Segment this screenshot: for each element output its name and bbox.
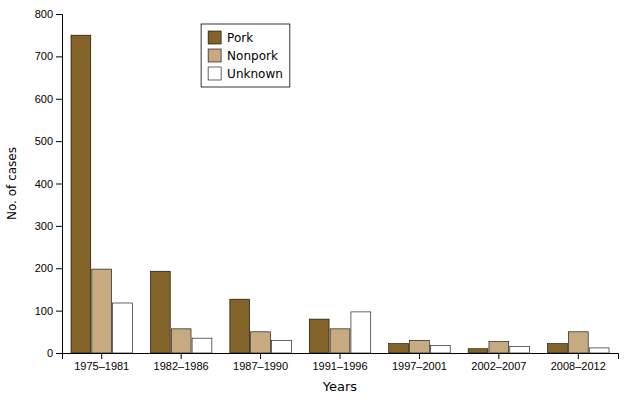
bar — [351, 312, 371, 353]
tick-label: 2002–2007 — [471, 360, 526, 372]
chart: 0 100 200 300 400 500 600 700 800 1975–1981 1982–1… — [0, 0, 634, 401]
bar — [113, 303, 133, 353]
bar — [171, 329, 191, 353]
bar — [230, 299, 250, 353]
bar — [510, 347, 530, 353]
bar-series — [92, 269, 588, 353]
bar-series — [113, 303, 609, 353]
tick-mark — [56, 184, 62, 185]
tick-mark — [56, 14, 62, 15]
bar — [330, 329, 350, 353]
tick: 500 — [35, 135, 62, 147]
plot-area: 0 100 200 300 400 500 600 700 800 1975–1981 1982–1… — [35, 8, 619, 372]
bar — [568, 332, 588, 353]
tick-label: 400 — [35, 178, 53, 190]
tick-label: 1997–2001 — [392, 360, 447, 372]
tick: 700 — [35, 50, 62, 62]
tick-label: 500 — [35, 135, 53, 147]
tick: 1987–1990 — [233, 353, 288, 372]
bar — [92, 269, 112, 353]
tick-label: 1987–1990 — [233, 360, 288, 372]
tick-label: 2008–2012 — [551, 360, 606, 372]
bar — [251, 332, 271, 353]
bars — [71, 35, 609, 353]
tick-mark — [181, 353, 182, 359]
tick: 400 — [35, 178, 62, 190]
legend-item: Unknown — [208, 67, 283, 81]
legend-swatch — [208, 49, 221, 62]
bar — [192, 338, 212, 353]
bar — [71, 35, 91, 353]
legend-item: Pork — [208, 31, 253, 45]
x-axis: 1975–1981 1982–1986 1987–1990 1991–1996 1997… — [63, 353, 619, 372]
y-axis: 0 100 200 300 400 500 600 700 800 — [35, 8, 63, 359]
tick-label: 100 — [35, 305, 53, 317]
tick: 1997–2001 — [392, 353, 447, 372]
tick-mark — [56, 268, 62, 269]
bar — [389, 344, 409, 353]
bar — [272, 340, 292, 353]
bar-series — [71, 35, 567, 353]
legend: Pork Nonpork Unknown — [201, 24, 290, 87]
tick: 300 — [35, 220, 62, 232]
tick: 100 — [35, 305, 62, 317]
bar — [309, 319, 329, 353]
tick-label: 200 — [35, 262, 53, 274]
axis-line — [63, 354, 619, 360]
tick: 2008–2012 — [551, 353, 606, 372]
tick-label: 1982–1986 — [154, 360, 209, 372]
tick-mark — [260, 353, 261, 359]
tick-mark — [56, 353, 62, 354]
tick-mark — [101, 353, 102, 359]
tick-mark — [498, 353, 499, 359]
legend-swatch — [208, 31, 221, 44]
tick-mark — [56, 56, 62, 57]
tick-mark — [56, 99, 62, 100]
axis-line — [56, 15, 63, 354]
tick-mark — [56, 141, 62, 142]
legend-label: Nonpork — [227, 49, 278, 63]
bar — [430, 345, 450, 353]
tick-label: 600 — [35, 93, 53, 105]
legend-label: Pork — [227, 31, 253, 45]
bar — [489, 342, 509, 353]
legend-label: Unknown — [227, 67, 283, 81]
tick: 2002–2007 — [471, 353, 526, 372]
tick-label: 0 — [47, 347, 53, 359]
legend-frame — [201, 24, 290, 87]
legend-item: Nonpork — [208, 49, 278, 63]
tick: 1975–1981 — [74, 353, 129, 372]
tick-label: 700 — [35, 50, 53, 62]
tick-mark — [56, 311, 62, 312]
tick-label: 1991–1996 — [312, 360, 367, 372]
bar — [150, 271, 170, 353]
tick: 0 — [47, 347, 62, 359]
tick-label: 1975–1981 — [74, 360, 129, 372]
tick-label: 300 — [35, 220, 53, 232]
bar — [548, 344, 568, 353]
tick: 1982–1986 — [154, 353, 209, 372]
bar — [410, 340, 430, 353]
bar — [468, 349, 488, 353]
tick-mark — [340, 353, 341, 359]
legend-swatch — [208, 67, 221, 80]
tick: 200 — [35, 262, 62, 274]
tick: 1991–1996 — [312, 353, 367, 372]
bar — [589, 348, 609, 353]
tick: 800 — [35, 8, 62, 20]
tick-label: 800 — [35, 8, 53, 20]
tick-mark — [56, 226, 62, 227]
tick-mark — [578, 353, 579, 359]
tick-mark — [419, 353, 420, 359]
y-axis-title: No. of cases — [5, 147, 19, 220]
x-axis-title: Years — [322, 379, 358, 394]
tick: 600 — [35, 93, 62, 105]
